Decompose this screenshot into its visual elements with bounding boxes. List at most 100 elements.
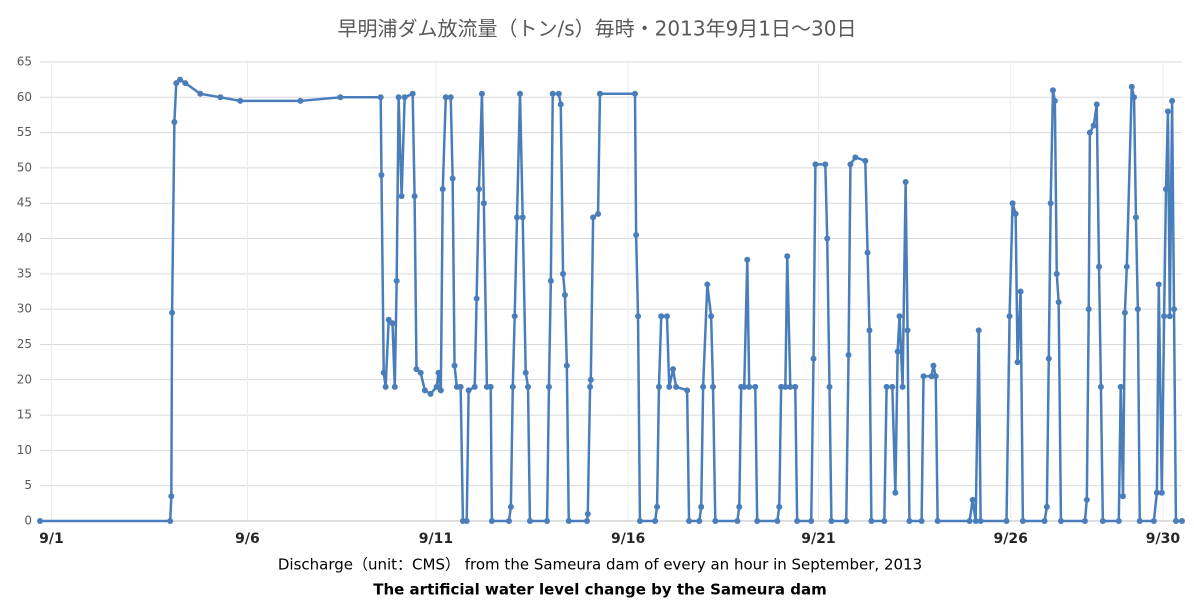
data-point	[1163, 186, 1170, 193]
data-point	[395, 94, 402, 101]
data-point	[934, 518, 941, 524]
data-point	[447, 94, 454, 101]
data-point	[746, 383, 753, 390]
data-point	[167, 518, 174, 524]
data-point	[584, 518, 591, 524]
data-point	[433, 383, 440, 390]
data-point	[525, 383, 532, 390]
data-point	[545, 383, 552, 390]
data-point	[449, 175, 456, 182]
data-point	[975, 327, 982, 334]
x-tick-label: 9/26	[994, 531, 1028, 547]
data-point	[972, 518, 979, 524]
data-point	[741, 383, 748, 390]
data-point	[787, 383, 794, 390]
y-tick-label: 0	[24, 514, 32, 528]
data-point	[182, 80, 189, 87]
data-point	[382, 383, 389, 390]
data-point	[866, 327, 873, 334]
data-point	[892, 489, 899, 496]
data-point	[169, 309, 176, 316]
data-point	[698, 503, 705, 510]
data-point	[1131, 94, 1138, 101]
data-point	[457, 383, 464, 390]
data-point	[427, 390, 434, 397]
y-tick-label: 30	[17, 302, 32, 316]
data-point	[465, 387, 472, 394]
data-point	[590, 214, 597, 221]
data-point	[778, 383, 785, 390]
data-point	[377, 94, 384, 101]
data-point	[442, 94, 449, 101]
data-point	[1093, 101, 1100, 108]
data-point	[1051, 97, 1058, 104]
data-point	[828, 518, 835, 524]
data-point	[544, 518, 551, 524]
data-point	[1041, 518, 1048, 524]
x-tick-label: 9/21	[801, 531, 835, 547]
data-point	[595, 210, 602, 217]
data-point	[413, 366, 420, 373]
data-point	[1086, 129, 1093, 136]
data-point	[1158, 489, 1165, 496]
data-point	[710, 383, 717, 390]
data-point	[1132, 214, 1139, 221]
data-point	[1172, 518, 1179, 524]
data-point	[526, 518, 533, 524]
data-point	[658, 313, 665, 320]
data-point	[670, 366, 677, 373]
data-point	[435, 369, 442, 376]
data-point	[1083, 496, 1090, 503]
y-tick-label: 25	[17, 337, 32, 351]
data-point	[1179, 518, 1185, 524]
data-point	[1099, 518, 1106, 524]
data-point	[782, 383, 789, 390]
data-point	[1115, 518, 1122, 524]
data-point	[655, 383, 662, 390]
data-point	[471, 383, 478, 390]
data-point	[744, 256, 751, 263]
data-point	[1097, 383, 1104, 390]
y-tick-label: 55	[17, 125, 32, 139]
data-point	[1136, 518, 1143, 524]
data-point	[168, 493, 175, 500]
data-point	[177, 76, 184, 83]
data-point	[398, 193, 405, 200]
data-point	[563, 362, 570, 369]
data-point	[547, 277, 554, 284]
data-point	[421, 387, 428, 394]
data-point	[37, 518, 43, 524]
data-point	[1119, 493, 1126, 500]
data-point	[1171, 306, 1178, 313]
data-point	[488, 518, 495, 524]
chart-title: 早明浦ダム放流量（トン/s）毎時・2013年9月1日～30日	[338, 17, 857, 41]
data-point	[754, 518, 761, 524]
data-point	[1049, 87, 1056, 94]
data-point	[378, 171, 385, 178]
data-point	[808, 518, 815, 524]
data-point	[1017, 288, 1024, 295]
data-point	[393, 277, 400, 284]
data-point	[480, 200, 487, 207]
data-point	[587, 383, 594, 390]
data-point	[475, 186, 482, 193]
data-point	[906, 518, 913, 524]
data-point	[752, 383, 759, 390]
data-point	[1169, 97, 1176, 104]
x-tick-label: 9/30	[1146, 531, 1181, 547]
data-point	[389, 320, 396, 327]
data-point	[1057, 518, 1064, 524]
y-tick-label: 35	[17, 266, 32, 280]
x-tick-label: 9/16	[611, 531, 645, 547]
data-point	[513, 214, 520, 221]
data-point	[1150, 518, 1157, 524]
data-point	[1128, 83, 1135, 90]
data-point	[847, 161, 854, 168]
data-point	[519, 214, 526, 221]
data-point	[920, 373, 927, 380]
data-point	[883, 383, 890, 390]
data-point	[852, 154, 859, 161]
data-point	[557, 101, 564, 108]
data-point	[1155, 281, 1162, 288]
y-tick-label: 65	[17, 55, 32, 69]
